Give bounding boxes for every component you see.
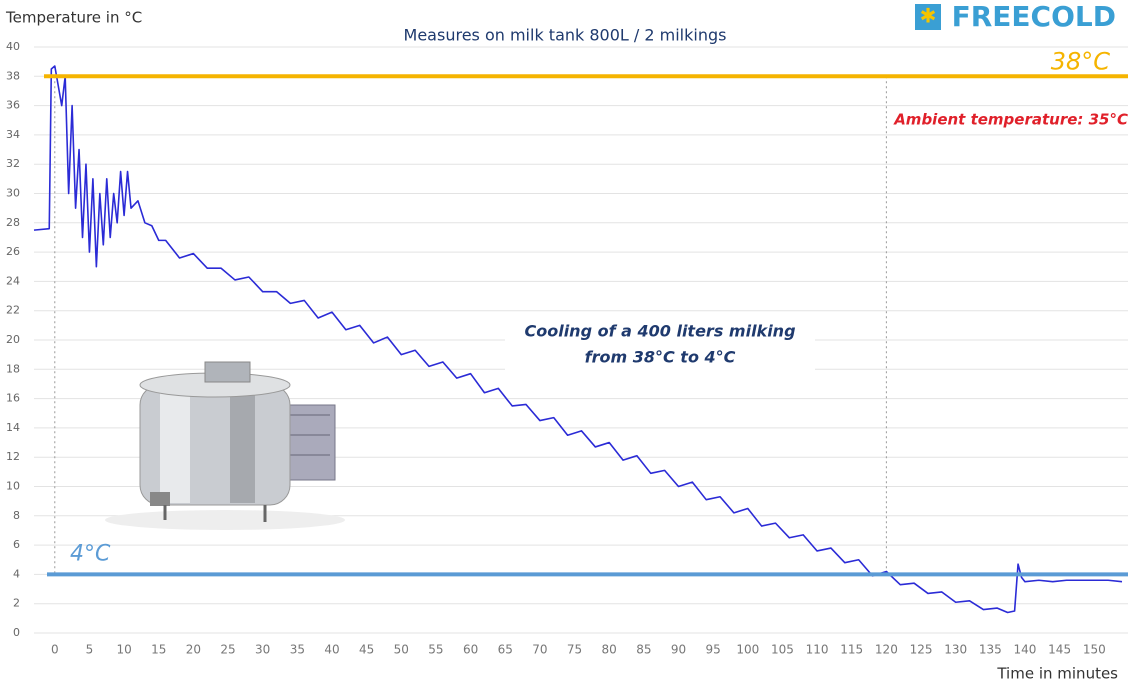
x-tick-label: 100 bbox=[736, 643, 759, 657]
x-tick-label: 25 bbox=[220, 643, 235, 657]
y-tick-label: 8 bbox=[13, 509, 20, 522]
temperature-line bbox=[33, 65, 1123, 614]
y-tick-label: 32 bbox=[6, 157, 20, 170]
annotation: Ambient temperature: 35°C bbox=[893, 111, 1128, 129]
tank-illustration bbox=[105, 361, 345, 530]
x-tick-label: 115 bbox=[840, 643, 863, 657]
y-tick-label: 22 bbox=[6, 304, 20, 317]
x-tick-label: 120 bbox=[875, 643, 898, 657]
x-tick-label: 90 bbox=[671, 643, 686, 657]
x-tick-label: 145 bbox=[1048, 643, 1071, 657]
x-tick-label: 75 bbox=[567, 643, 582, 657]
x-tick-label: 55 bbox=[428, 643, 443, 657]
x-tick-label: 70 bbox=[532, 643, 547, 657]
x-tick-label: 95 bbox=[705, 643, 720, 657]
y-tick-label: 0 bbox=[13, 626, 20, 639]
x-tick-label: 110 bbox=[806, 643, 829, 657]
x-tick-label: 45 bbox=[359, 643, 374, 657]
x-tick-label: 135 bbox=[979, 643, 1002, 657]
y-tick-label: 6 bbox=[13, 538, 20, 551]
x-tick-label: 20 bbox=[186, 643, 201, 657]
x-tick-label: 35 bbox=[290, 643, 305, 657]
logo-text: FREECOLD bbox=[952, 0, 1116, 33]
x-tick-label: 65 bbox=[498, 643, 513, 657]
y-tick-label: 40 bbox=[6, 40, 20, 53]
y-tick-label: 30 bbox=[6, 187, 20, 200]
x-tick-label: 130 bbox=[944, 643, 967, 657]
x-tick-label: 50 bbox=[394, 643, 409, 657]
reference-label: 4°C bbox=[70, 541, 111, 566]
y-tick-label: 38 bbox=[6, 69, 20, 82]
x-tick-label: 15 bbox=[151, 643, 166, 657]
y-tick-label: 34 bbox=[6, 128, 20, 141]
annotation: Cooling of a 400 liters milking bbox=[524, 322, 795, 341]
x-tick-label: 105 bbox=[771, 643, 794, 657]
y-tick-label: 2 bbox=[13, 597, 20, 610]
y-tick-label: 12 bbox=[6, 450, 20, 463]
y-tick-label: 10 bbox=[6, 480, 20, 493]
x-tick-label: 140 bbox=[1014, 643, 1037, 657]
y-tick-label: 16 bbox=[6, 392, 20, 405]
x-tick-label: 5 bbox=[86, 643, 94, 657]
y-axis-label: Temperature in °C bbox=[5, 9, 142, 27]
y-tick-label: 20 bbox=[6, 333, 20, 346]
svg-text:✱: ✱ bbox=[920, 4, 937, 28]
x-tick-label: 125 bbox=[910, 643, 933, 657]
y-tick-label: 18 bbox=[6, 362, 20, 375]
logo: ✱ FREECOLD bbox=[915, 0, 1116, 33]
x-tick-label: 10 bbox=[116, 643, 131, 657]
x-tick-label: 85 bbox=[636, 643, 651, 657]
annotation: from 38°C to 4°C bbox=[585, 348, 736, 367]
reference-label: 38°C bbox=[1051, 47, 1111, 75]
x-tick-label: 60 bbox=[463, 643, 478, 657]
x-axis-label: Time in minutes bbox=[996, 665, 1118, 681]
annotation-background bbox=[505, 346, 815, 370]
y-tick-label: 24 bbox=[6, 274, 20, 287]
y-tick-label: 14 bbox=[6, 421, 20, 434]
y-tick-label: 36 bbox=[6, 99, 20, 112]
x-tick-label: 0 bbox=[51, 643, 59, 657]
x-tick-label: 30 bbox=[255, 643, 270, 657]
annotation-background bbox=[505, 320, 815, 344]
x-tick-label: 40 bbox=[324, 643, 339, 657]
y-tick-label: 4 bbox=[13, 567, 20, 580]
y-tick-label: 26 bbox=[6, 245, 20, 258]
x-tick-label: 150 bbox=[1083, 643, 1106, 657]
chart-title: Measures on milk tank 800L / 2 milkings bbox=[404, 26, 727, 45]
y-tick-label: 28 bbox=[6, 216, 20, 229]
x-tick-label: 80 bbox=[602, 643, 617, 657]
